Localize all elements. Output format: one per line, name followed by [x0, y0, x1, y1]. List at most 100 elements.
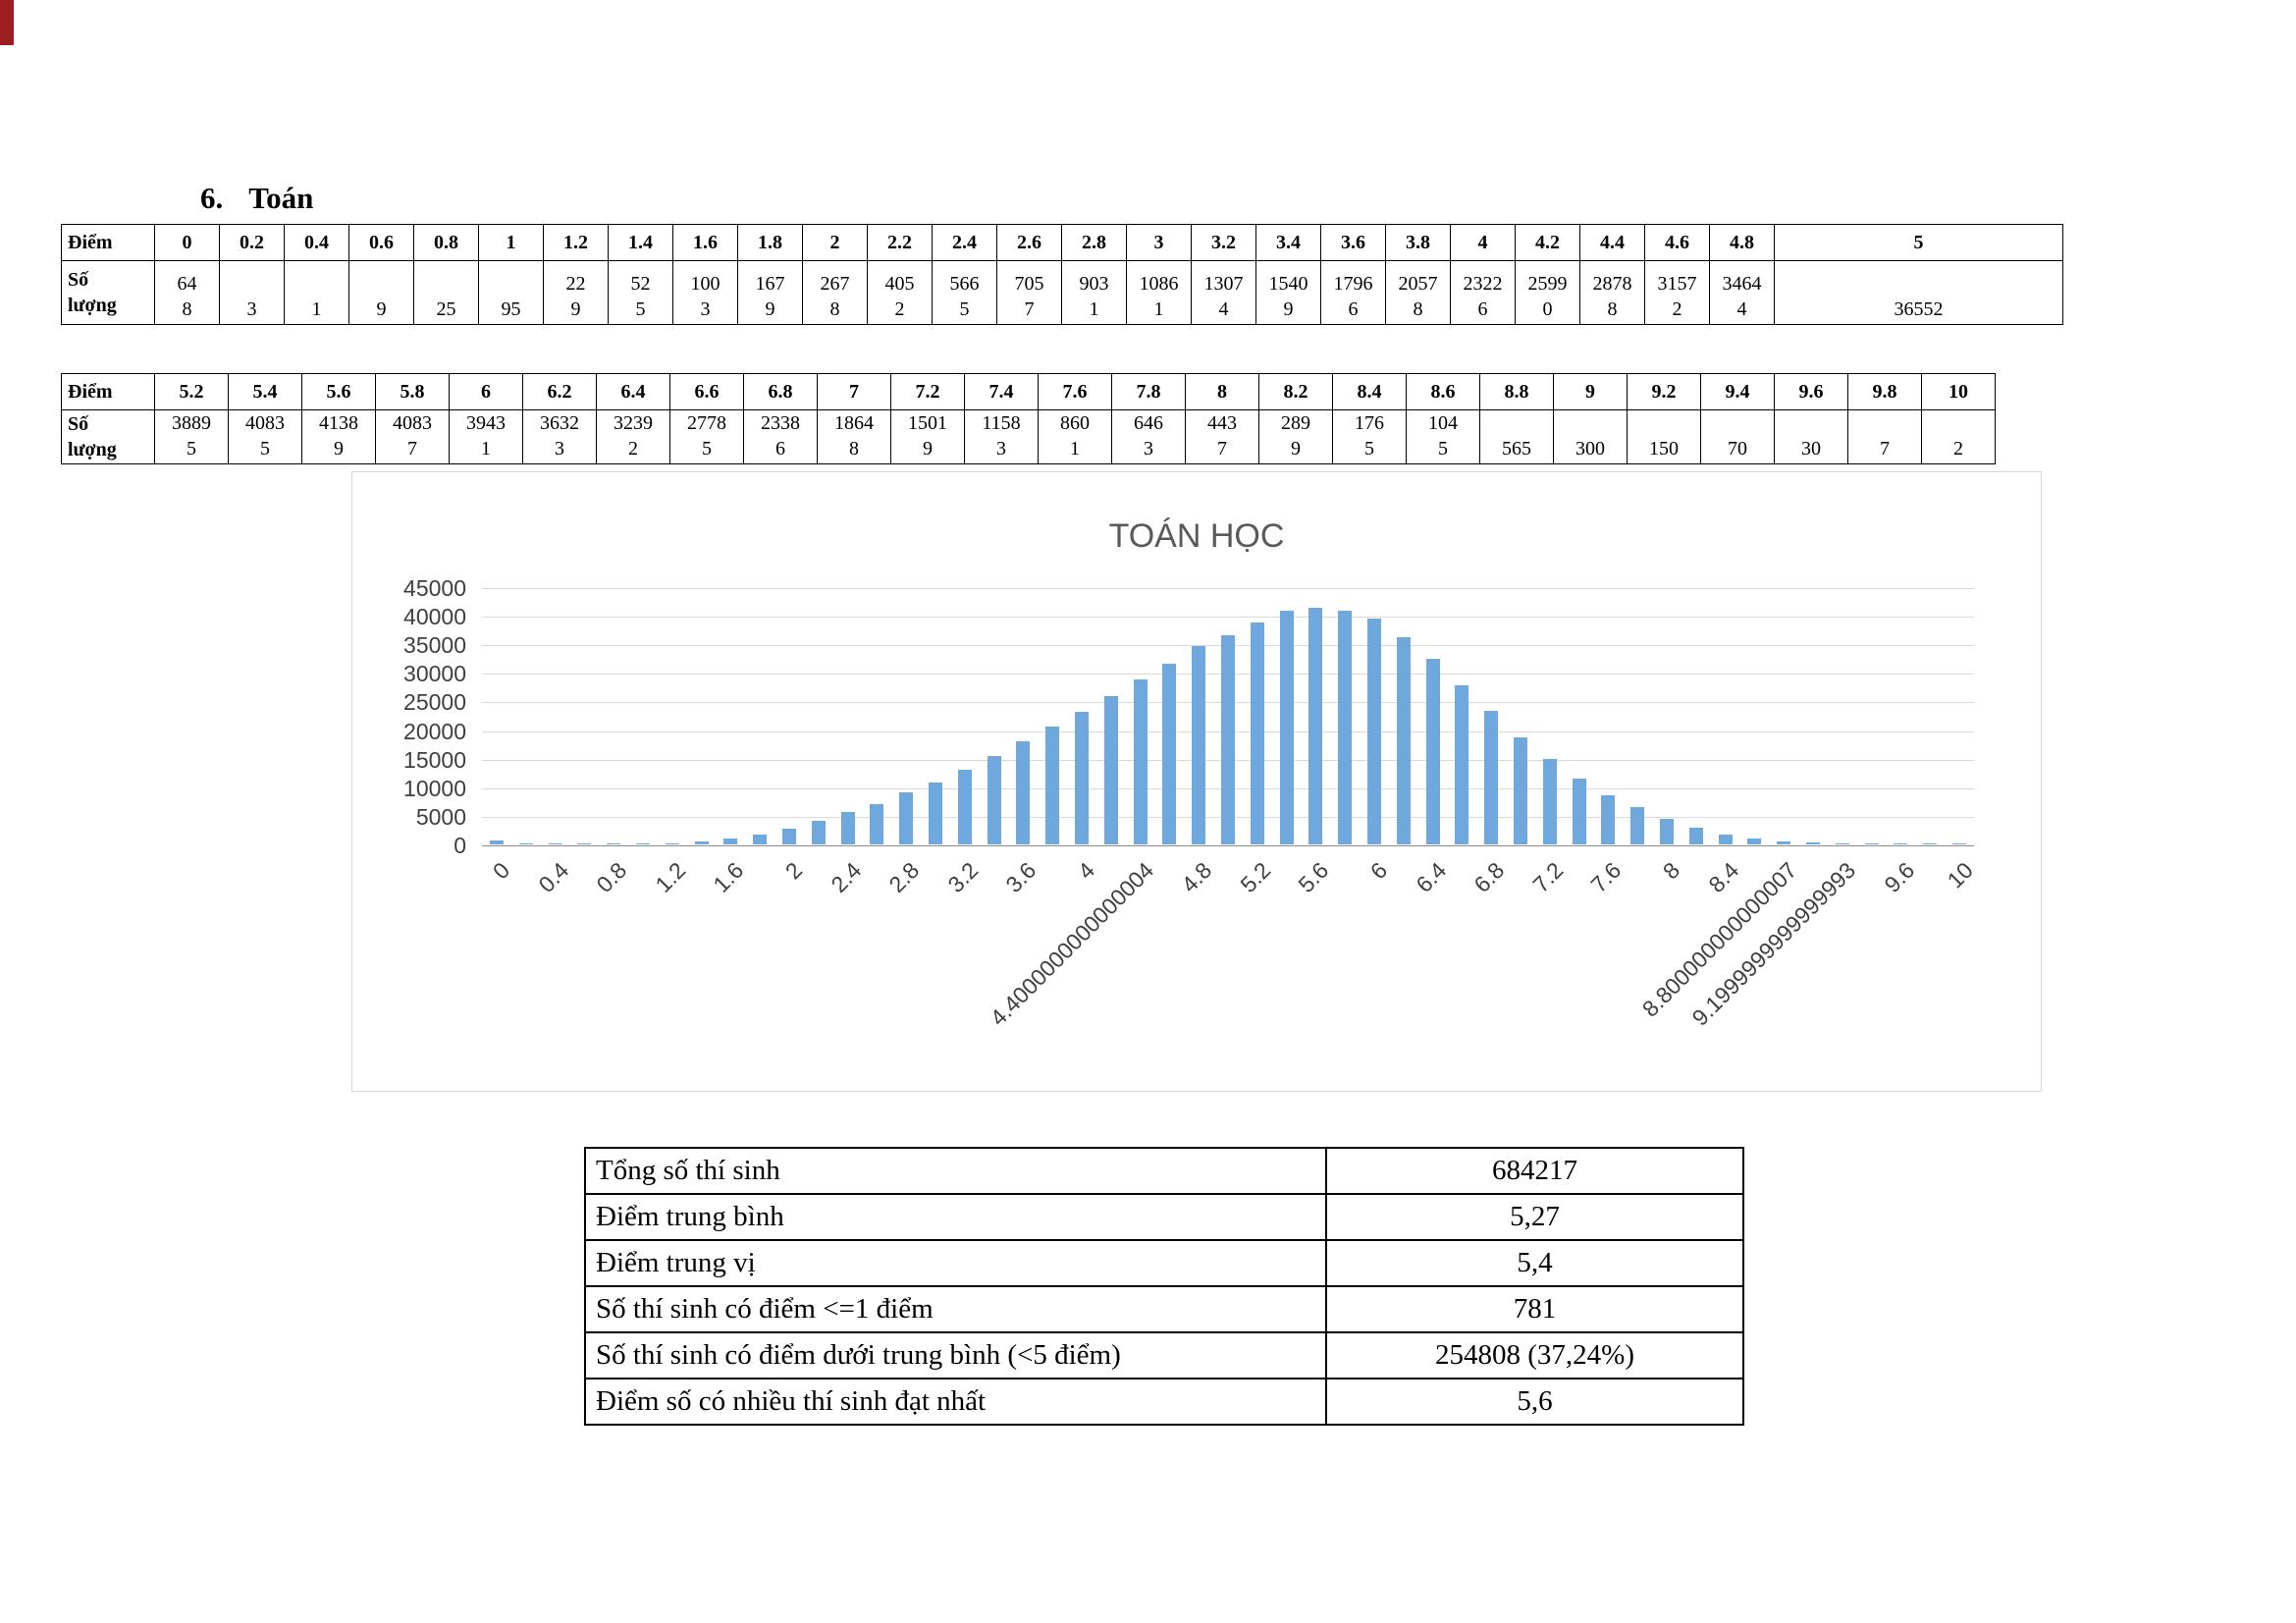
- score-cell: 10: [1921, 373, 1996, 410]
- count-cell: 2599 0: [1515, 260, 1580, 325]
- score-cell: 0.8: [413, 224, 479, 261]
- score-cell: 5: [1774, 224, 2063, 261]
- score-cell: 4.6: [1644, 224, 1710, 261]
- score-cell: 9.6: [1774, 373, 1848, 410]
- count-cell: 646 3: [1111, 409, 1186, 464]
- stats-row: Số thí sinh có điểm <=1 điểm 781: [584, 1285, 1744, 1333]
- bar: [899, 792, 914, 844]
- x-tick-label: 5.2: [1235, 857, 1276, 898]
- count-cell: 9: [348, 260, 414, 325]
- count-cell: 565: [1479, 409, 1554, 464]
- count-cell: 3157 2: [1644, 260, 1710, 325]
- count-cell: 3943 1: [449, 409, 523, 464]
- score-cell: 0.2: [219, 224, 285, 261]
- bar: [1103, 695, 1118, 844]
- bar: [840, 812, 855, 844]
- bar: [1601, 794, 1616, 844]
- count-cell: 566 5: [932, 260, 997, 325]
- count-cell: 1501 9: [890, 409, 965, 464]
- x-tick-label: 0.4: [532, 857, 573, 898]
- count-cell: 443 7: [1185, 409, 1259, 464]
- y-tick-label: 10000: [403, 775, 466, 801]
- score-cell: 8.8: [1479, 373, 1554, 410]
- count-cell: 4138 9: [301, 409, 376, 464]
- x-tick-label: 7.6: [1585, 857, 1627, 898]
- count-cell: 7: [1847, 409, 1922, 464]
- score-cell: 4.4: [1579, 224, 1645, 261]
- bar: [1514, 737, 1528, 844]
- bar: [753, 835, 768, 844]
- score-cell: 2: [802, 224, 868, 261]
- y-tick-label: 35000: [403, 632, 466, 659]
- y-tick-label: 25000: [403, 689, 466, 716]
- score-cell: 0.6: [348, 224, 414, 261]
- score-cell: 7: [817, 373, 891, 410]
- count-cell: 300: [1553, 409, 1628, 464]
- bar: [577, 843, 592, 844]
- bar: [1162, 664, 1177, 844]
- score-cell: 1: [478, 224, 544, 261]
- stats-label: Số thí sinh có điểm dưới trung bình (<5 …: [584, 1331, 1327, 1380]
- count-cell: 1864 8: [817, 409, 891, 464]
- score-cell: 8.2: [1258, 373, 1333, 410]
- score-cell: 2.2: [867, 224, 933, 261]
- x-tick-label: 10: [1941, 857, 1978, 893]
- chart-title: TOÁN HỌC: [1108, 517, 1285, 555]
- score-cell: 5.4: [228, 373, 302, 410]
- x-tick-label: 2.8: [883, 857, 925, 898]
- stats-row: Điểm trung vị 5,4: [584, 1239, 1744, 1287]
- count-cell: 1796 6: [1320, 260, 1386, 325]
- bar: [870, 803, 884, 844]
- score-cell: 1.8: [737, 224, 803, 261]
- score-header-row: Điểm 5.2 5.4 5.6 5.8 6 6.2 6.4 6.6 6.8 7 7.2 7.4 7.6 7…: [61, 373, 1996, 410]
- count-cell: 3632 3: [522, 409, 597, 464]
- y-tick-label: 0: [454, 833, 466, 858]
- x-tick-label: 2: [779, 857, 808, 885]
- x-tick-label: 6.4: [1411, 857, 1452, 898]
- score-cell: 1.4: [608, 224, 673, 261]
- x-tick-label: 6: [1364, 857, 1393, 885]
- x-tick-label: 8: [1657, 857, 1685, 885]
- count-cell: 70: [1700, 409, 1775, 464]
- bar: [1952, 843, 1967, 844]
- score-cell: 1.6: [672, 224, 738, 261]
- section-heading: 6. Toán: [200, 181, 313, 216]
- score-cell: 0: [154, 224, 220, 261]
- score-cell: 9.2: [1627, 373, 1701, 410]
- score-cell: 7.8: [1111, 373, 1186, 410]
- score-cell: 5.8: [375, 373, 450, 410]
- bar: [1367, 619, 1382, 844]
- bar: [1133, 679, 1148, 844]
- score-cell: 4.8: [1709, 224, 1775, 261]
- bar: [1045, 727, 1060, 844]
- score-cell: 9: [1553, 373, 1628, 410]
- count-row: Số lượng 64 8 3 1 9 25 95 22 9 52 5 100 3 167 9 267…: [61, 260, 2063, 325]
- x-tick-label: 9.6: [1878, 857, 1919, 898]
- row-label-so-luong: Số lượng: [61, 409, 155, 464]
- x-tick-label: 1.2: [650, 857, 691, 898]
- bar: [811, 821, 826, 844]
- count-cell: 3: [219, 260, 285, 325]
- x-tick-label: 6.8: [1468, 857, 1510, 898]
- bar: [1308, 608, 1323, 844]
- score-header-row: Điểm 0 0.2 0.4 0.6 0.8 1 1.2 1.4 1.6 1.8 2 2.2 2.4 2.6…: [61, 224, 2063, 261]
- score-cell: 7.6: [1038, 373, 1112, 410]
- x-tick-label: 3.2: [942, 857, 984, 898]
- score-cell: 7.4: [964, 373, 1039, 410]
- bar: [1338, 611, 1353, 844]
- gridline: [482, 617, 1974, 619]
- count-cell: 4083 5: [228, 409, 302, 464]
- stats-value: 5,27: [1325, 1193, 1744, 1241]
- bar: [548, 843, 562, 844]
- count-cell: 3889 5: [154, 409, 229, 464]
- bar: [1572, 778, 1586, 844]
- bar: [1074, 711, 1089, 844]
- x-tick-label: 0.8: [591, 857, 632, 898]
- x-tick-label: 1.6: [708, 857, 749, 898]
- summary-statistics-table: Tổng số thí sinh 684217 Điểm trung bình 5,2…: [584, 1147, 1744, 1426]
- x-axis-line: [482, 845, 1974, 846]
- row-label-diem: Điểm: [61, 224, 155, 261]
- count-cell: 405 2: [867, 260, 933, 325]
- bar: [1747, 838, 1762, 844]
- stats-value: 5,4: [1325, 1239, 1744, 1287]
